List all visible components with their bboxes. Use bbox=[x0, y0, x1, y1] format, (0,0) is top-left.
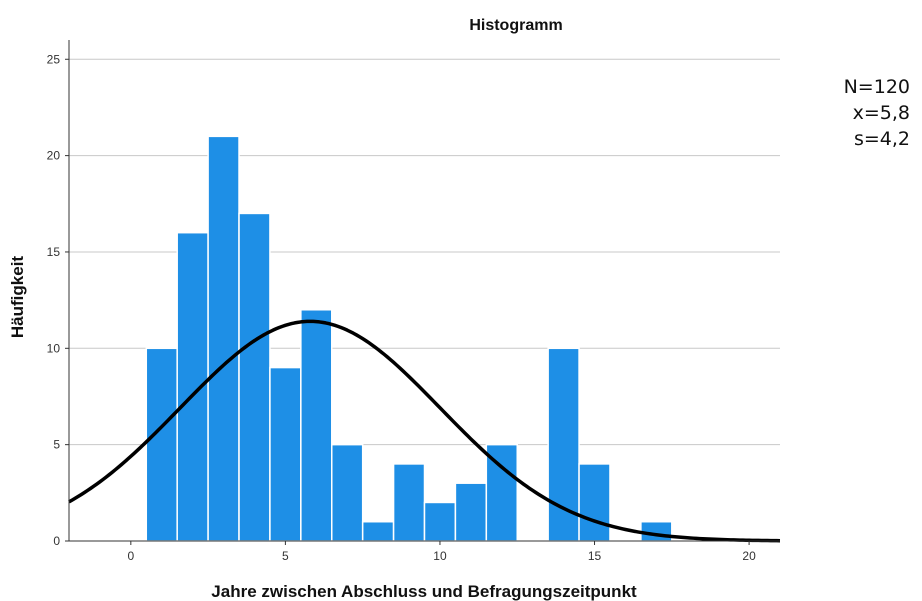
axes bbox=[68, 40, 780, 542]
sample-size-label: N=120 bbox=[843, 76, 910, 98]
x-tick-label: 20 bbox=[742, 549, 756, 563]
histogram-bar bbox=[207, 135, 240, 542]
histogram-bar bbox=[300, 309, 333, 542]
y-tick-label: 5 bbox=[53, 438, 60, 452]
histogram-bar bbox=[454, 482, 488, 542]
y-axis-label: Häufigkeit bbox=[8, 256, 27, 339]
mean-label: x=5,8 bbox=[852, 102, 910, 124]
histogram-bar bbox=[269, 366, 302, 542]
x-tick-label: 5 bbox=[282, 549, 289, 563]
histogram-bar bbox=[423, 501, 457, 542]
y-tick-label: 20 bbox=[47, 149, 61, 163]
x-tick-label: 15 bbox=[588, 549, 602, 563]
histogram-bars bbox=[145, 135, 673, 542]
y-tick-label: 0 bbox=[53, 534, 60, 548]
normal-curve bbox=[68, 319, 781, 543]
x-tick-label: 0 bbox=[127, 549, 134, 563]
histogram-bar bbox=[485, 443, 518, 542]
histogram-bar bbox=[238, 212, 271, 542]
standard-deviation-label: s=4,2 bbox=[853, 128, 910, 150]
histogram-bar bbox=[640, 520, 673, 542]
y-tick-label: 10 bbox=[47, 341, 61, 355]
histogram-bar bbox=[176, 231, 209, 542]
histogram-bar bbox=[145, 347, 178, 542]
x-tick-labels: 0 5 10 15 20 bbox=[127, 541, 756, 563]
histogram-bar bbox=[331, 443, 364, 542]
histogram-bar bbox=[392, 463, 426, 542]
chart-title: Histogramm bbox=[469, 17, 562, 34]
statistics-panel: N=120 x=5,8 s=4,2 bbox=[844, 74, 910, 152]
y-tick-label: 15 bbox=[47, 245, 61, 259]
y-tick-label: 25 bbox=[47, 52, 61, 66]
normal-curve-layer bbox=[68, 319, 781, 543]
y-tick-labels: 0 5 10 15 20 25 bbox=[47, 52, 69, 548]
x-axis-label: Jahre zwischen Abschluss und Befragungsz… bbox=[211, 582, 637, 601]
histogram-bar bbox=[578, 463, 611, 542]
histogram-bar bbox=[361, 520, 395, 542]
x-tick-label: 10 bbox=[433, 549, 447, 563]
